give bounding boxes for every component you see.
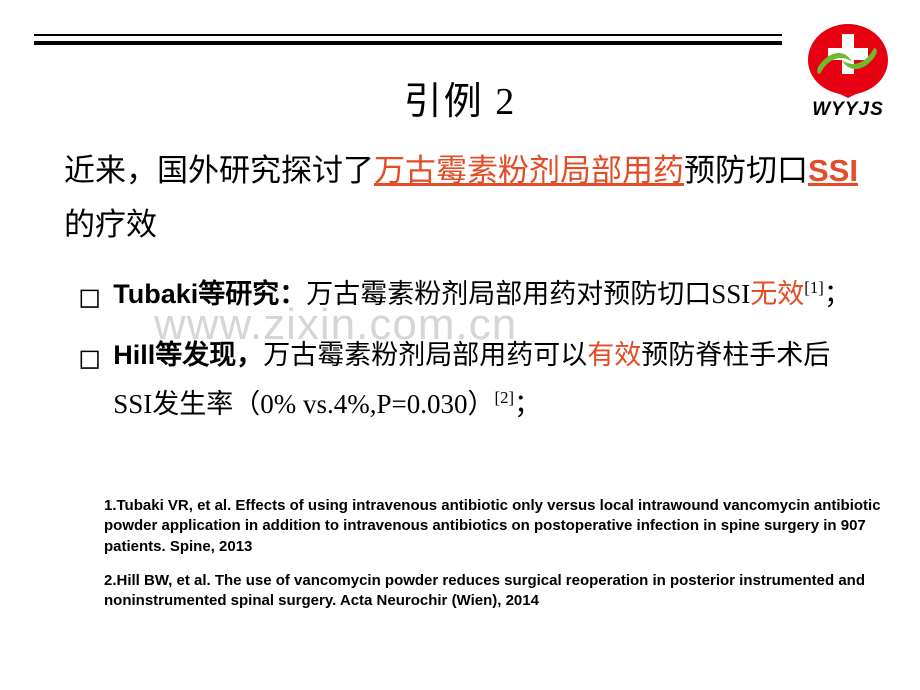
bullet-marker-icon: ◻ — [78, 272, 101, 323]
bullet-list: ◻ Tubaki等研究：万古霉素粉剂局部用药对预防切口SSI无效[1]； ◻ H… — [78, 270, 862, 437]
bullet-tail: ； — [514, 389, 541, 419]
bullet-item: ◻ Hill等发现，万古霉素粉剂局部用药可以有效预防脊柱手术后SSI发生率（0%… — [78, 331, 862, 429]
bullet-tail: ； — [824, 279, 851, 309]
slide-title: 引例 2 — [0, 70, 920, 125]
bullet-text: Hill等发现，万古霉素粉剂局部用药可以有效预防脊柱手术后SSI发生率（0% v… — [113, 331, 862, 429]
intro-post: 的疗效 — [64, 207, 157, 242]
bullet-sup: [1] — [804, 278, 824, 297]
bullet-text: Tubaki等研究：万古霉素粉剂局部用药对预防切口SSI无效[1]； — [113, 270, 862, 323]
intro-paragraph: 近来，国外研究探讨了万古霉素粉剂局部用药预防切口SSI 的疗效 — [64, 144, 860, 253]
header-rule-thin — [34, 34, 782, 36]
intro-mid1: 预防切口 — [684, 153, 808, 188]
bullet-sup: [2] — [495, 388, 515, 407]
reference-item: 1.Tubaki VR, et al. Effects of using int… — [104, 496, 884, 557]
bullet-body: 万古霉素粉剂局部用药可以 — [263, 340, 587, 370]
bullet-lead: Tubaki等研究： — [113, 279, 306, 309]
header-rule-thick — [34, 41, 782, 45]
bullet-red: 无效 — [750, 279, 804, 309]
intro-key2: SSI — [808, 153, 858, 188]
bullet-lead: Hill等发现， — [113, 340, 263, 370]
intro-pre: 近来，国外研究探讨了 — [64, 153, 374, 188]
bullet-marker-icon: ◻ — [78, 333, 101, 429]
intro-key1: 万古霉素粉剂局部用药 — [374, 153, 684, 188]
bullet-item: ◻ Tubaki等研究：万古霉素粉剂局部用药对预防切口SSI无效[1]； — [78, 270, 862, 323]
references-block: 1.Tubaki VR, et al. Effects of using int… — [104, 496, 884, 625]
reference-item: 2.Hill BW, et al. The use of vancomycin … — [104, 571, 884, 612]
bullet-body: 万古霉素粉剂局部用药对预防切口SSI — [306, 279, 750, 309]
bullet-red: 有效 — [587, 340, 641, 370]
